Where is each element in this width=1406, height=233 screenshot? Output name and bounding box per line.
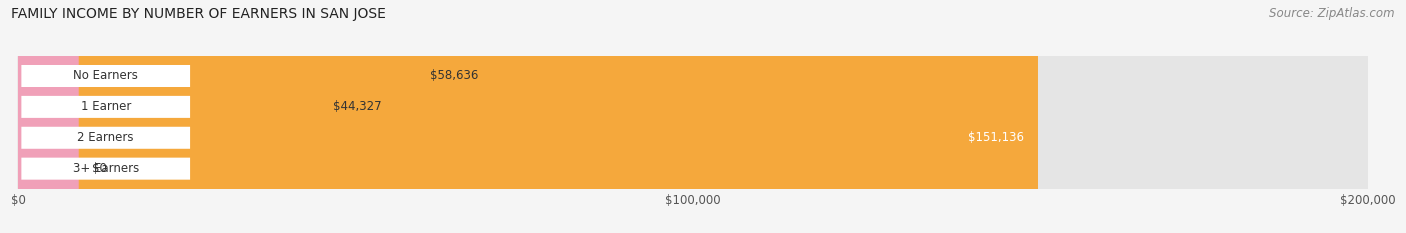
Text: 3+ Earners: 3+ Earners (73, 162, 139, 175)
FancyBboxPatch shape (21, 65, 190, 87)
Text: $44,327: $44,327 (333, 100, 382, 113)
Text: $0: $0 (93, 162, 107, 175)
FancyBboxPatch shape (21, 96, 190, 118)
Text: 1 Earner: 1 Earner (80, 100, 131, 113)
FancyBboxPatch shape (18, 0, 1368, 233)
FancyBboxPatch shape (18, 0, 413, 233)
FancyBboxPatch shape (21, 127, 190, 149)
FancyBboxPatch shape (18, 0, 318, 233)
FancyBboxPatch shape (18, 0, 1368, 233)
Text: FAMILY INCOME BY NUMBER OF EARNERS IN SAN JOSE: FAMILY INCOME BY NUMBER OF EARNERS IN SA… (11, 7, 387, 21)
Text: $58,636: $58,636 (430, 69, 478, 82)
Text: Source: ZipAtlas.com: Source: ZipAtlas.com (1270, 7, 1395, 20)
FancyBboxPatch shape (18, 0, 79, 233)
Text: 2 Earners: 2 Earners (77, 131, 134, 144)
FancyBboxPatch shape (18, 0, 1368, 233)
FancyBboxPatch shape (21, 158, 190, 180)
Text: $151,136: $151,136 (969, 131, 1025, 144)
FancyBboxPatch shape (18, 0, 1368, 233)
FancyBboxPatch shape (18, 0, 1038, 233)
Text: No Earners: No Earners (73, 69, 138, 82)
